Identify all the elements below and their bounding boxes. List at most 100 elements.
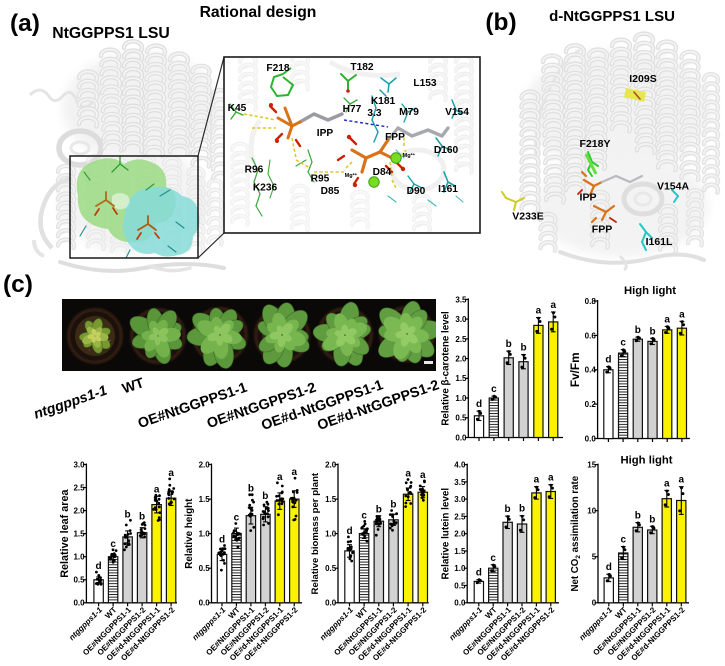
svg-text:5: 5: [592, 553, 597, 562]
svg-text:High light: High light: [624, 285, 676, 297]
svg-text:M79: M79: [399, 107, 419, 118]
svg-text:a: a: [277, 472, 283, 483]
svg-text:1.0: 1.0: [199, 530, 211, 539]
svg-text:0.4: 0.4: [585, 366, 597, 375]
svg-text:0.0: 0.0: [73, 599, 85, 608]
svg-text:a: a: [679, 475, 685, 486]
svg-text:b: b: [248, 484, 254, 495]
svg-text:1.0: 1.0: [73, 553, 85, 562]
svg-text:2.0: 2.0: [325, 460, 337, 469]
svg-text:D85: D85: [321, 186, 340, 197]
svg-text:a: a: [664, 478, 670, 489]
svg-text:1.5: 1.5: [325, 495, 337, 504]
svg-text:3.5: 3.5: [455, 295, 467, 304]
svg-text:a: a: [550, 300, 556, 311]
svg-text:d: d: [96, 561, 102, 572]
svg-text:3.3: 3.3: [367, 108, 381, 119]
svg-text:F218: F218: [266, 63, 290, 74]
svg-text:Fv/Fm: Fv/Fm: [568, 352, 582, 387]
svg-text:b: b: [390, 500, 396, 511]
svg-text:K45: K45: [228, 103, 247, 114]
svg-text:Relative leaf area: Relative leaf area: [59, 489, 71, 578]
svg-text:2.0: 2.0: [199, 460, 211, 469]
svg-text:(b): (b): [485, 9, 516, 36]
svg-text:K181: K181: [371, 96, 396, 107]
svg-text:0.2: 0.2: [585, 400, 597, 409]
svg-text:R95: R95: [311, 174, 330, 185]
svg-text:D90: D90: [407, 186, 426, 197]
svg-text:Mg²⁺: Mg²⁺: [403, 152, 416, 159]
svg-text:I209S: I209S: [629, 73, 656, 85]
svg-text:d: d: [605, 355, 611, 366]
svg-text:b: b: [376, 505, 382, 516]
svg-text:V154A: V154A: [657, 181, 690, 193]
svg-text:b: b: [519, 504, 525, 515]
svg-text:0.0: 0.0: [454, 599, 466, 608]
svg-text:d: d: [219, 535, 225, 546]
svg-text:K236: K236: [253, 183, 278, 194]
svg-text:10: 10: [587, 507, 596, 516]
svg-text:c: c: [361, 510, 367, 521]
svg-text:c: c: [110, 539, 116, 550]
svg-text:a: a: [664, 314, 670, 325]
svg-text:0.6: 0.6: [585, 331, 597, 340]
svg-text:a: a: [420, 470, 426, 481]
svg-text:1.0: 1.0: [325, 530, 337, 539]
svg-text:0.0: 0.0: [585, 434, 597, 443]
svg-text:NtGGPPS1 LSU: NtGGPPS1 LSU: [52, 25, 170, 42]
svg-text:(c): (c): [3, 271, 33, 298]
svg-text:a: a: [154, 484, 160, 495]
svg-text:b: b: [506, 339, 512, 350]
svg-text:V154: V154: [445, 107, 469, 118]
svg-text:b: b: [520, 343, 526, 354]
svg-text:d: d: [346, 526, 352, 537]
svg-text:2.0: 2.0: [73, 507, 85, 516]
svg-text:b: b: [635, 511, 641, 522]
svg-text:2.5: 2.5: [73, 483, 85, 492]
svg-text:Rational design: Rational design: [200, 4, 317, 21]
svg-text:V233E: V233E: [512, 211, 544, 223]
svg-text:c: c: [621, 535, 627, 546]
svg-text:FPP: FPP: [592, 224, 612, 236]
svg-text:FPP: FPP: [385, 132, 405, 143]
svg-text:Mg²⁺: Mg²⁺: [345, 172, 358, 179]
svg-text:3.5: 3.5: [454, 478, 466, 487]
svg-text:a: a: [534, 475, 540, 486]
svg-text:c: c: [490, 553, 496, 564]
svg-text:c: c: [620, 338, 626, 349]
svg-text:3.0: 3.0: [73, 460, 85, 469]
svg-text:1.5: 1.5: [199, 495, 211, 504]
svg-text:b: b: [139, 512, 145, 523]
svg-text:a: a: [548, 473, 554, 484]
svg-text:Relative lutein level: Relative lutein level: [441, 488, 452, 580]
svg-text:c: c: [234, 512, 240, 523]
svg-text:D160: D160: [434, 145, 459, 156]
svg-text:d-NtGGPPS1 LSU: d-NtGGPPS1 LSU: [549, 8, 675, 25]
svg-text:b: b: [649, 326, 655, 337]
svg-text:d: d: [476, 568, 482, 579]
svg-text:I161: I161: [438, 184, 458, 195]
svg-text:Relative biomass per plant: Relative biomass per plant: [310, 472, 321, 594]
svg-text:L153: L153: [413, 78, 437, 89]
svg-text:b: b: [649, 514, 655, 525]
svg-text:WT: WT: [120, 375, 146, 397]
svg-text:IPP: IPP: [580, 192, 597, 204]
svg-text:b: b: [635, 325, 641, 336]
svg-text:1.5: 1.5: [454, 547, 466, 556]
svg-text:R96: R96: [245, 165, 264, 176]
svg-text:T182: T182: [350, 62, 374, 73]
svg-text:a: a: [405, 468, 411, 479]
svg-text:I161L: I161L: [646, 236, 673, 248]
svg-text:Relative β-carotene level: Relative β-carotene level: [441, 311, 452, 426]
svg-text:H77: H77: [343, 104, 362, 115]
svg-text:a: a: [291, 467, 297, 478]
svg-text:(a): (a): [10, 10, 40, 37]
svg-text:0.0: 0.0: [455, 433, 467, 442]
svg-text:1.0: 1.0: [455, 394, 467, 403]
svg-text:High light: High light: [620, 455, 672, 467]
svg-text:Relative height: Relative height: [184, 498, 195, 569]
svg-text:d: d: [476, 399, 482, 410]
svg-text:0.5: 0.5: [455, 414, 467, 423]
svg-text:1.5: 1.5: [73, 530, 85, 539]
svg-text:c: c: [491, 384, 497, 395]
